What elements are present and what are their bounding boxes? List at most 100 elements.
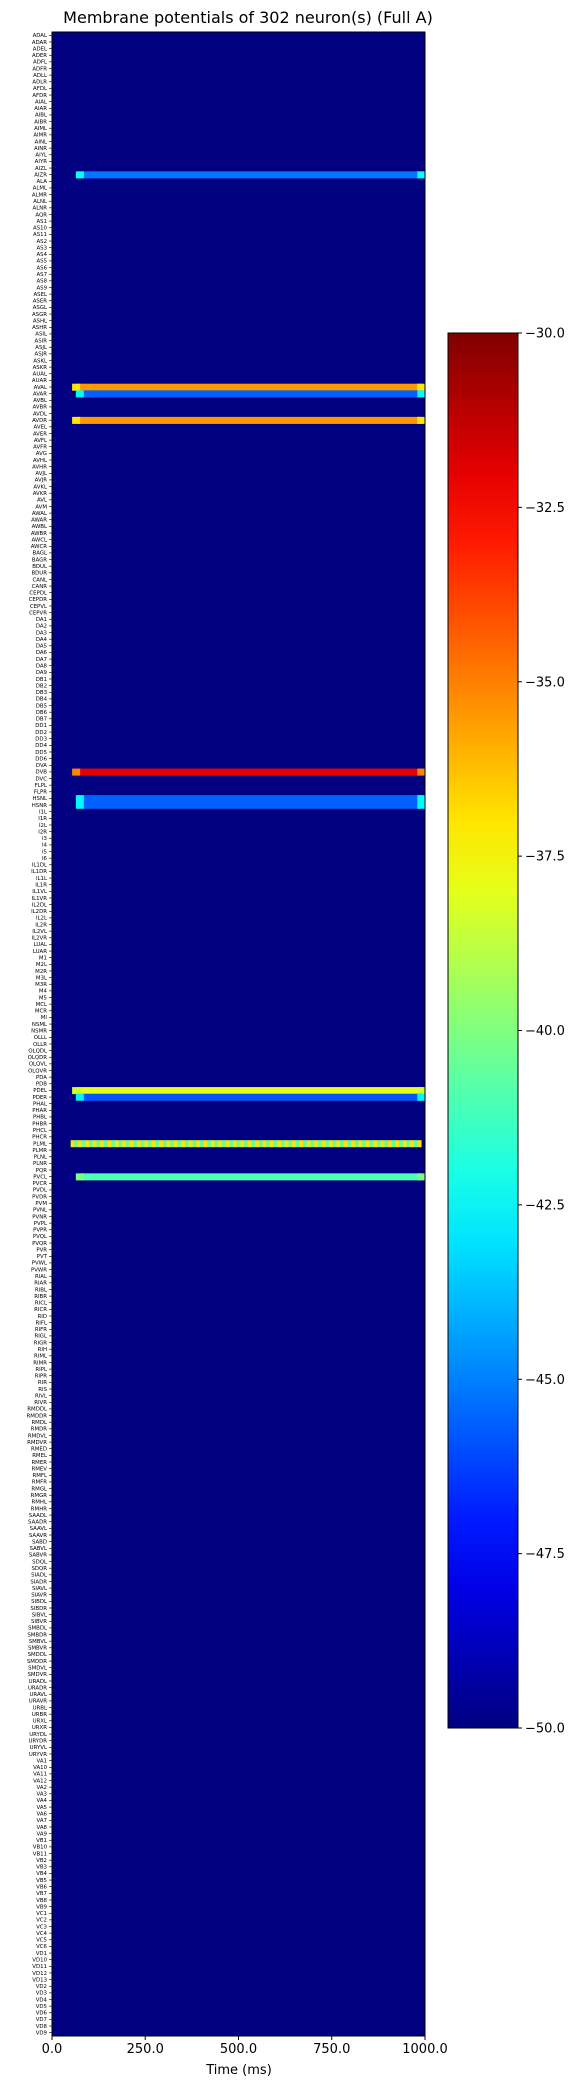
y-tick-label: ASJR	[35, 352, 48, 358]
heatmap-cell	[126, 1140, 131, 1148]
heatmap-cell	[151, 1140, 156, 1148]
heatmap-row	[70, 1140, 422, 1148]
heatmap-cell-offset	[417, 1093, 426, 1101]
heatmap-cell	[310, 1140, 315, 1148]
heatmap-cell	[133, 1140, 138, 1148]
heatmap-cell-offset	[417, 416, 426, 424]
y-tick-label: URBL	[33, 1705, 47, 1711]
heatmap-cell	[140, 1140, 145, 1148]
y-tick-label: SIBVL	[32, 1612, 47, 1618]
y-tick-label: AVKR	[33, 491, 48, 497]
heatmap-cell-onset	[75, 171, 84, 179]
y-tick-label: SMBVR	[28, 1646, 47, 1652]
y-tick-label: SMBDL	[28, 1626, 47, 1632]
y-tick-label: ASHR	[32, 325, 47, 331]
y-tick-label: RIPR	[35, 1374, 48, 1380]
y-tick-label: URADR	[28, 1685, 47, 1691]
y-tick-label: VD4	[36, 1997, 48, 2003]
heatmap-cell	[74, 1140, 79, 1148]
y-tick-label: VC4	[36, 1931, 47, 1937]
heatmap-cell	[347, 1140, 352, 1148]
y-tick-label: DVB	[36, 770, 48, 776]
y-tick-label: AVBR	[33, 405, 48, 411]
heatmap-cell	[89, 1140, 94, 1148]
y-tick-label: MI	[41, 1015, 48, 1021]
heatmap-row	[72, 383, 426, 391]
y-tick-label: RMDDR	[27, 1413, 48, 1419]
y-tick-label: AIMR	[33, 133, 47, 139]
heatmap-cell	[96, 1140, 101, 1148]
y-tick-label: ASGR	[32, 312, 47, 318]
y-tick-label: VD9	[36, 2030, 48, 2036]
heatmap-cell	[410, 1140, 415, 1148]
x-axis: 0.0 250.0 500.0 750.0 1000.0	[42, 2036, 448, 2057]
y-tick-label: VA2	[37, 1785, 47, 1791]
heatmap-cell	[185, 1140, 190, 1148]
plot-area	[51, 31, 426, 2037]
y-tick-label: PVDR	[32, 1194, 47, 1200]
heatmap-cell	[111, 1140, 116, 1148]
heatmap-row	[75, 390, 426, 398]
heatmap-cell	[81, 1173, 422, 1181]
heatmap-cell	[81, 390, 422, 398]
y-tick-label: M5	[39, 995, 47, 1001]
heatmap-cell	[78, 416, 422, 424]
y-tick-label: RIS	[38, 1387, 47, 1393]
heatmap-cell	[329, 1140, 333, 1148]
heatmap-cell-onset	[75, 390, 84, 398]
y-tick-label: AUAL	[33, 372, 47, 378]
y-tick-label: ALA	[36, 179, 47, 185]
heatmap-cell	[406, 1140, 411, 1148]
y-tick-label: ASKL	[33, 358, 47, 364]
y-tick-label: HSNL	[32, 796, 47, 802]
y-tick-label: DB1	[36, 677, 47, 683]
y-tick-label: PVPR	[33, 1228, 47, 1234]
y-tick-label: OLQVR	[28, 1068, 47, 1074]
y-tick-label: ASKR	[33, 365, 48, 371]
colorbar-tick-label: −42.5	[525, 1198, 565, 1213]
heatmap-cell-offset	[417, 795, 426, 803]
y-tick-label: RIH	[38, 1347, 47, 1353]
heatmap-cell	[196, 1140, 201, 1148]
y-tick-label: SIBDR	[30, 1606, 47, 1612]
colorbar-tick-label: −32.5	[525, 501, 565, 516]
y-tick-label: DB4	[36, 697, 48, 703]
y-tick-label: RIAL	[35, 1274, 47, 1280]
heatmap-cell	[384, 1140, 389, 1148]
heatmap-cell	[244, 1140, 249, 1148]
heatmap-cell	[395, 1140, 400, 1148]
y-tick-label: AVKL	[33, 484, 47, 490]
y-tick-label: RMER	[31, 1460, 47, 1466]
heatmap-cell	[70, 1140, 75, 1148]
y-tick-label: AFDR	[32, 93, 47, 99]
heatmap-cell	[373, 1140, 378, 1148]
y-tick-label: FLPL	[35, 783, 47, 789]
heatmap-cell	[376, 1140, 381, 1148]
heatmap-cell	[210, 1140, 215, 1148]
y-tick-label: OLLR	[33, 1042, 47, 1048]
y-tick-label: DA2	[36, 624, 47, 630]
heatmap-cell-onset	[72, 416, 81, 424]
x-tick-label: 250.0	[127, 2042, 164, 2057]
y-tick-label: AVL	[37, 498, 47, 504]
y-tick-label: AVM	[35, 504, 47, 510]
heatmap-cell	[362, 1140, 367, 1148]
y-tick-label: VA5	[37, 1805, 47, 1811]
heatmap-cell	[177, 1140, 182, 1148]
heatmap-cell	[118, 1140, 123, 1148]
heatmap-cell	[214, 1140, 219, 1148]
y-tick-label: RMHL	[32, 1500, 47, 1506]
y-tick-label: VA3	[37, 1792, 47, 1798]
y-tick-label: I2L	[39, 823, 47, 829]
y-tick-label: NSML	[32, 1022, 47, 1028]
y-tick-label: ALNR	[33, 206, 48, 212]
y-tick-label: ASGL	[33, 305, 47, 311]
y-tick-label: URBR	[32, 1712, 47, 1718]
heatmap-cell	[340, 1140, 345, 1148]
y-tick-label: VC2	[36, 1918, 47, 1924]
y-tick-label: DA3	[36, 630, 47, 636]
y-tick-label: DB6	[36, 710, 48, 716]
y-tick-label: VD12	[32, 1971, 47, 1977]
y-tick-label: RIGR	[34, 1340, 48, 1346]
heatmap-cell	[332, 1140, 337, 1148]
